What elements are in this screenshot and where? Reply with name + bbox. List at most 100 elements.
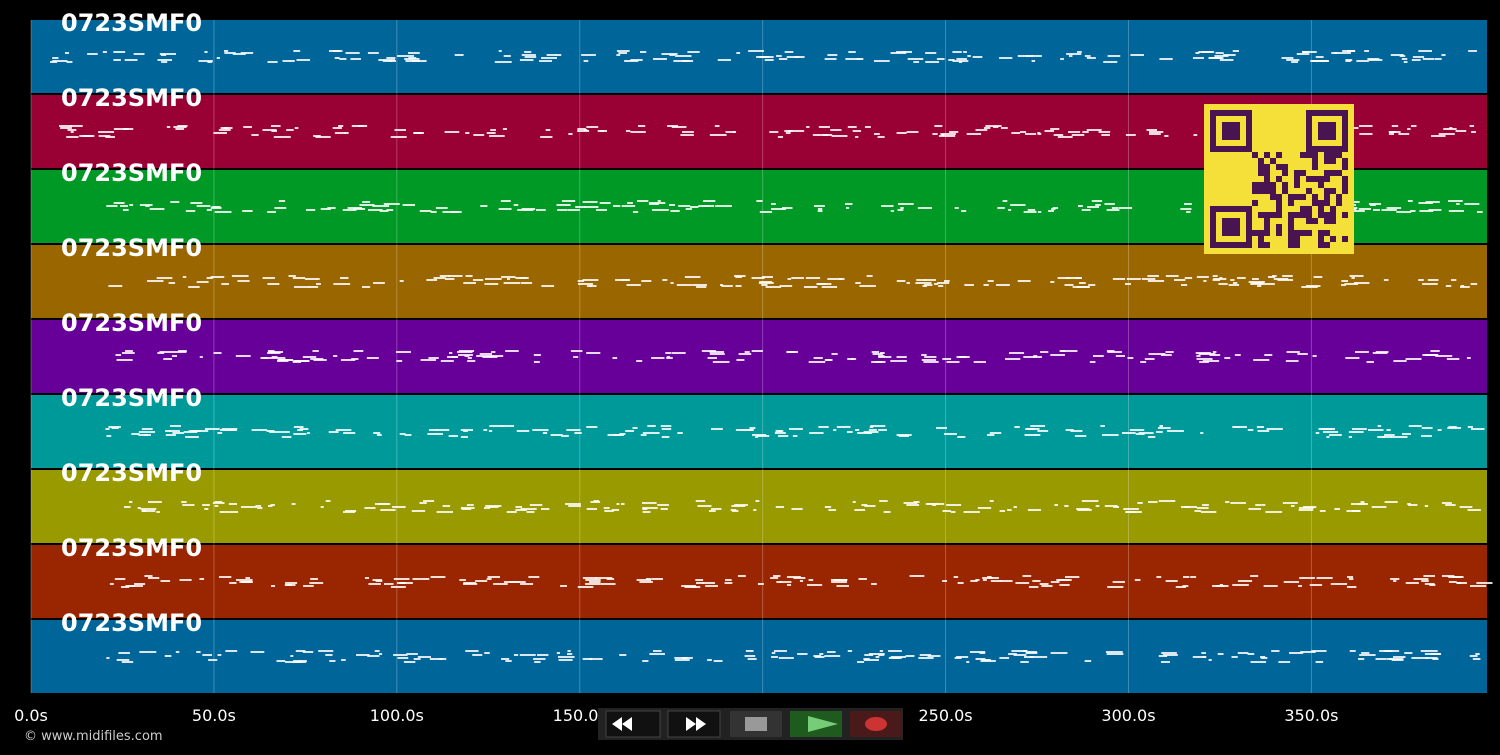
qr-cell [1228, 122, 1234, 128]
note-texture [639, 581, 653, 583]
note-texture [1037, 211, 1042, 213]
note-texture [1224, 357, 1231, 359]
note-texture [1368, 203, 1382, 205]
note-texture [1403, 61, 1408, 63]
note-texture [657, 200, 661, 202]
note-texture [1331, 52, 1338, 54]
note-texture [122, 209, 129, 211]
note-texture [1353, 282, 1370, 284]
note-texture [270, 504, 275, 506]
note-texture [753, 509, 757, 511]
note-texture [1282, 502, 1298, 504]
note-texture [1165, 580, 1178, 582]
qr-cell [1222, 146, 1228, 152]
note-texture [1044, 130, 1055, 132]
note-texture [168, 282, 176, 284]
note-texture [721, 285, 733, 287]
note-texture [1025, 428, 1040, 430]
note-texture [157, 352, 165, 354]
note-texture [1302, 51, 1317, 53]
note-texture [577, 280, 585, 282]
forward-button[interactable] [667, 710, 721, 738]
note-texture [1077, 51, 1082, 53]
note-texture [1107, 586, 1124, 588]
note-texture [202, 504, 210, 506]
play-button[interactable] [790, 711, 842, 737]
qr-cell [1306, 140, 1312, 146]
note-texture [864, 654, 874, 656]
note-texture [1225, 501, 1230, 503]
note-texture [812, 134, 819, 136]
note-texture [302, 356, 317, 358]
note-texture [210, 207, 222, 209]
record-button[interactable] [850, 711, 902, 737]
qr-cell [1276, 200, 1282, 206]
note-texture [1313, 276, 1323, 278]
note-texture [304, 278, 320, 280]
note-texture [486, 578, 492, 580]
note-texture [1388, 131, 1401, 133]
note-texture [612, 357, 618, 359]
qr-cell [1294, 212, 1300, 218]
note-texture [1309, 584, 1323, 586]
note-texture [759, 211, 773, 213]
note-texture [963, 511, 980, 513]
qr-cell [1270, 194, 1276, 200]
note-texture [745, 650, 754, 652]
tick-label: 100.0s [370, 706, 424, 725]
note-texture [1165, 351, 1174, 353]
note-texture [1472, 658, 1481, 660]
qr-cell [1222, 134, 1228, 140]
note-texture [404, 58, 420, 60]
note-texture [975, 579, 980, 581]
note-texture [941, 134, 945, 136]
note-texture [875, 656, 880, 658]
qr-cell [1228, 218, 1234, 224]
qr-cell [1246, 110, 1252, 116]
rewind-button[interactable] [605, 710, 661, 738]
note-texture [1404, 652, 1413, 654]
note-texture [1250, 575, 1259, 577]
note-texture [212, 502, 225, 504]
note-texture [115, 354, 122, 356]
note-texture [1148, 131, 1164, 133]
note-texture [956, 656, 969, 658]
note-texture [897, 209, 904, 211]
note-texture [491, 351, 496, 353]
note-texture [1104, 505, 1118, 507]
note-texture [1118, 207, 1133, 209]
note-texture [999, 657, 1010, 659]
note-texture [199, 578, 205, 580]
note-texture [225, 650, 238, 652]
note-texture [1398, 133, 1410, 135]
note-texture [736, 52, 741, 54]
note-texture [231, 275, 249, 277]
note-texture [52, 57, 59, 59]
note-texture [651, 209, 669, 211]
note-texture [778, 430, 782, 432]
note-texture [309, 582, 324, 584]
qr-cell [1282, 164, 1288, 170]
note-texture [1456, 203, 1460, 205]
note-texture [1135, 433, 1145, 435]
note-texture [293, 50, 301, 52]
note-texture [877, 136, 885, 138]
note-texture [1050, 354, 1065, 356]
note-texture [1134, 579, 1141, 581]
note-texture [213, 132, 227, 134]
note-texture [362, 286, 371, 288]
note-texture [711, 428, 723, 430]
note-texture [219, 511, 224, 513]
note-texture [1408, 504, 1418, 506]
qr-cell [1330, 122, 1336, 128]
note-texture [1252, 278, 1259, 280]
note-texture [977, 507, 992, 509]
note-texture [952, 60, 969, 62]
note-texture [1286, 351, 1300, 353]
note-texture [520, 583, 534, 585]
note-texture [448, 352, 453, 354]
stop-button[interactable] [730, 711, 782, 737]
qr-cell [1246, 128, 1252, 134]
note-texture [188, 286, 200, 288]
note-texture [970, 580, 978, 582]
